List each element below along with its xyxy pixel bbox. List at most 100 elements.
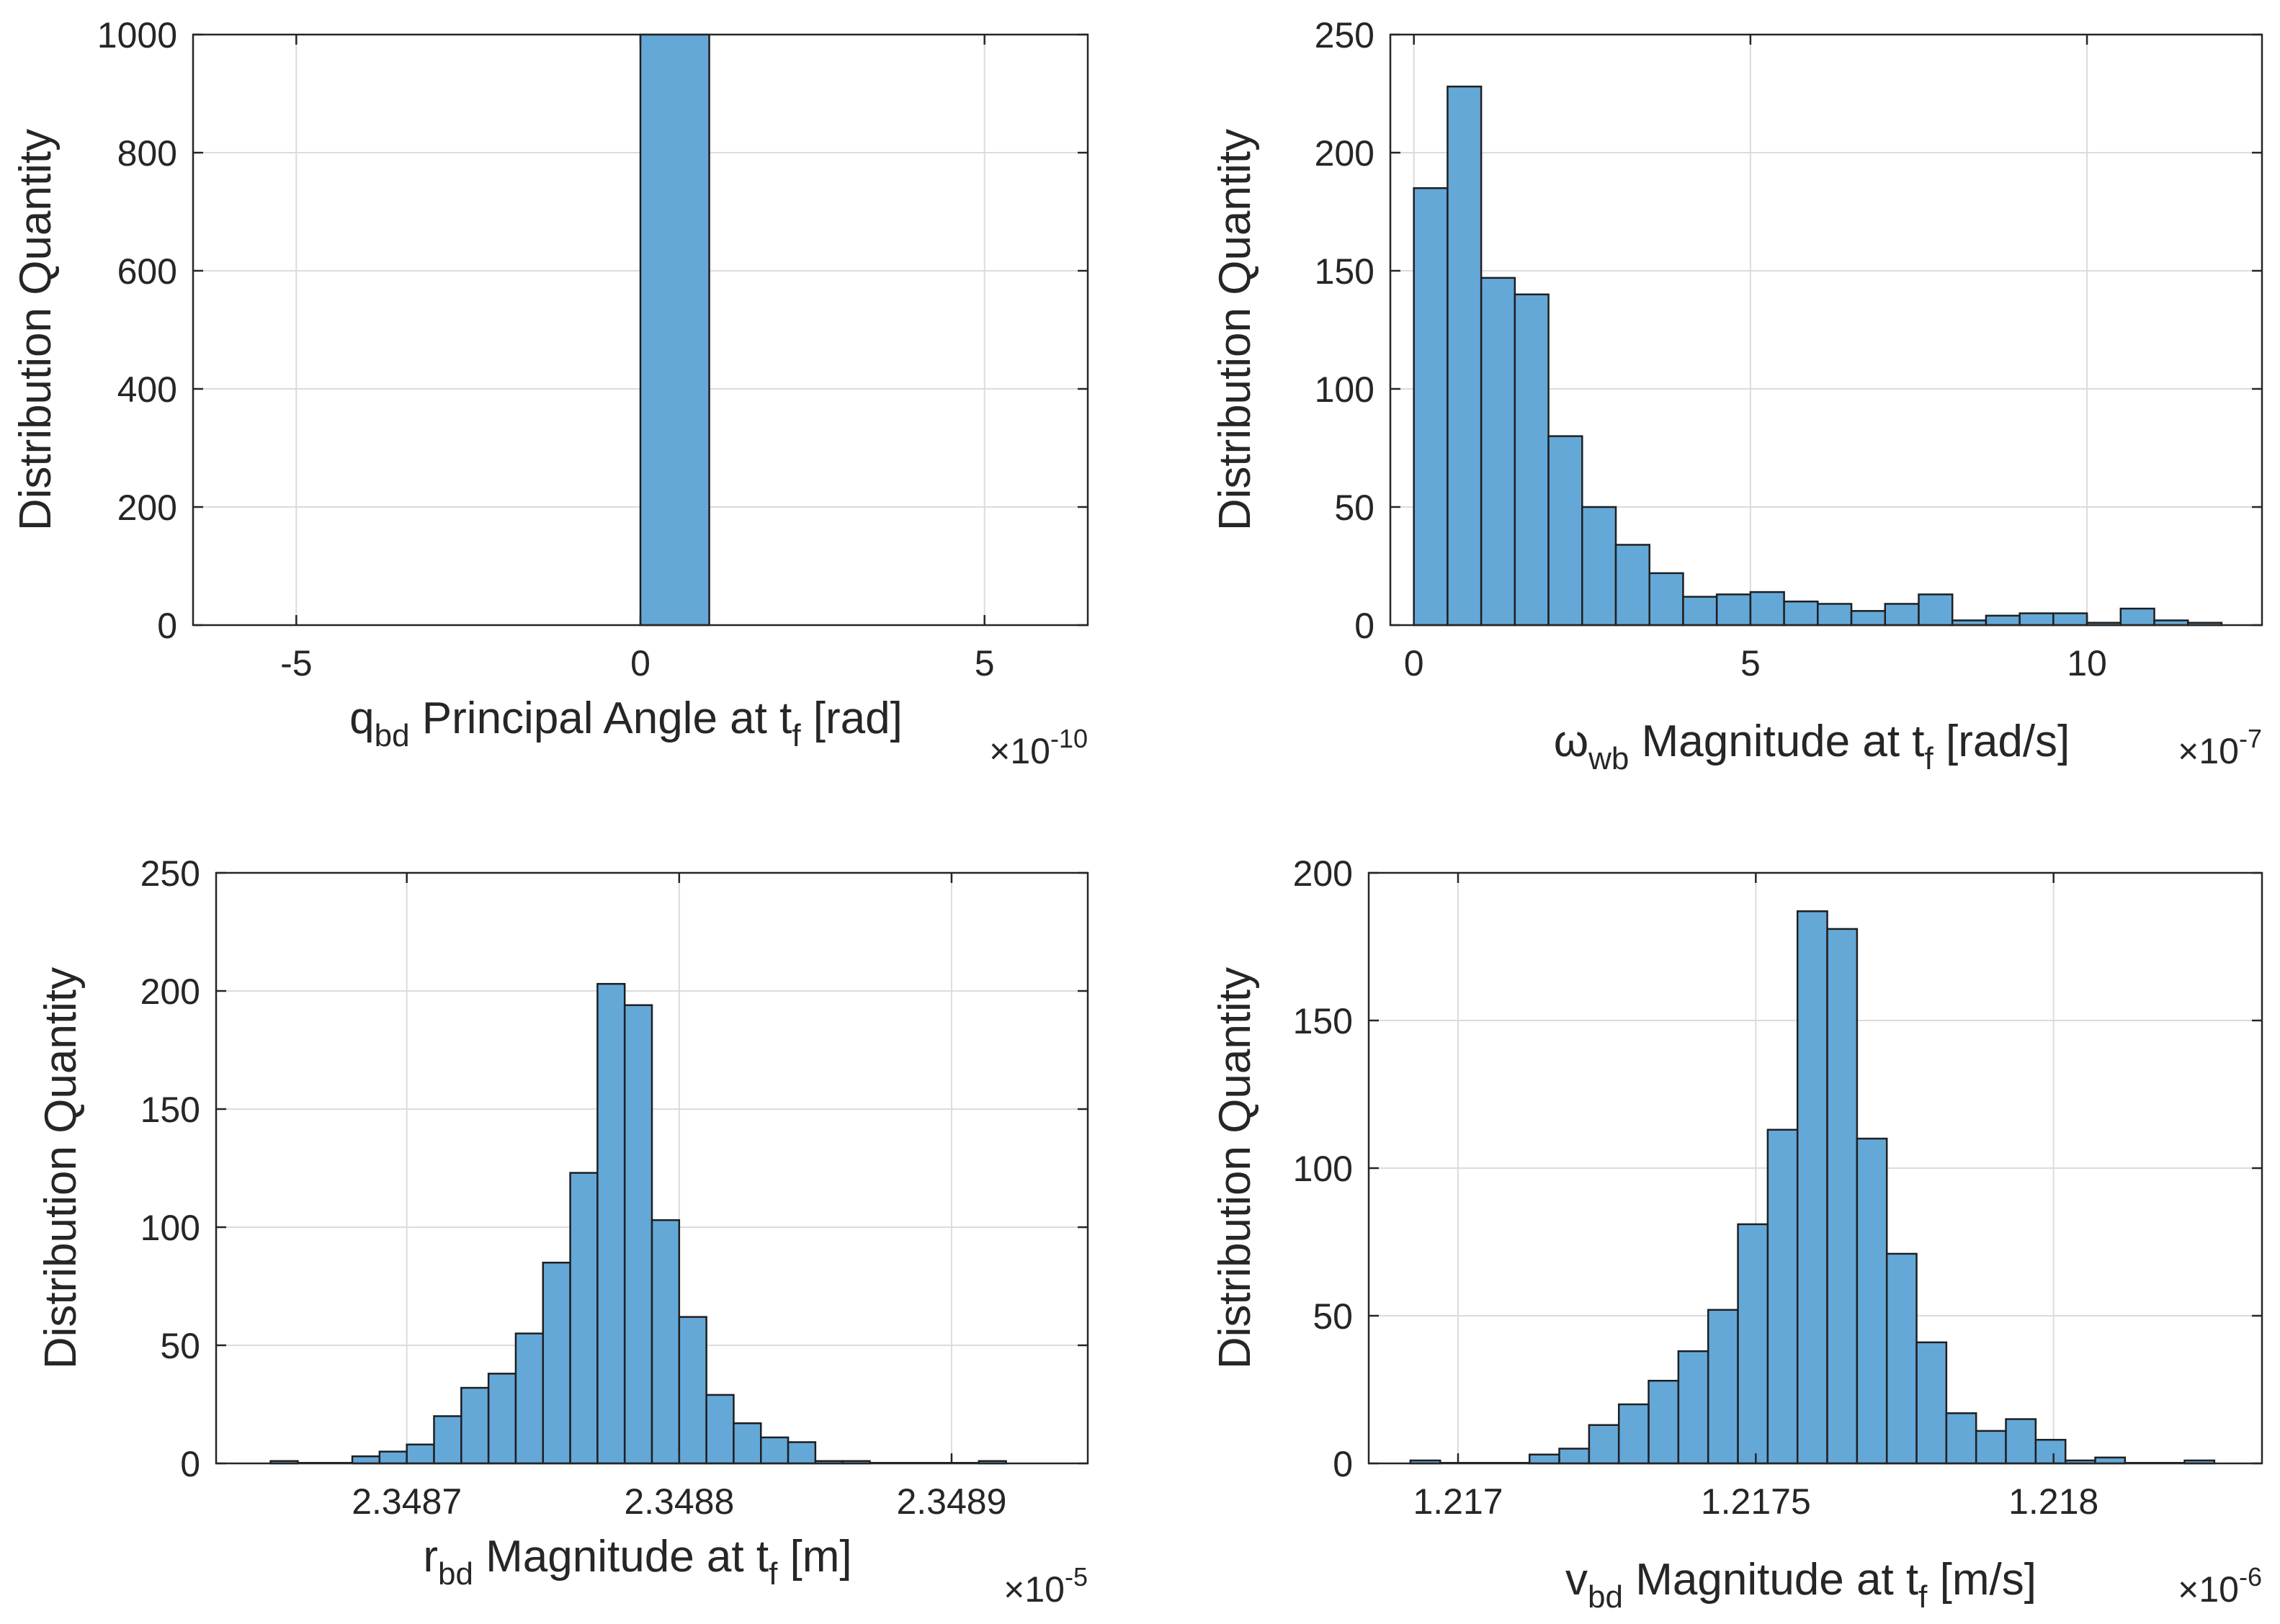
histogram-bar — [639, 33, 710, 627]
multiplier-exponent: -6 — [2239, 1562, 2262, 1592]
histogram-panel-1: -5 0 5 0 200 400 600 800 1000 Distribution Quanti… — [11, 15, 1089, 771]
y-tick-label: 100 — [140, 1208, 200, 1248]
histogram-bar — [1514, 293, 1550, 627]
x-label-text: Magnitude at t — [473, 1532, 769, 1582]
histogram-bar — [1826, 928, 1859, 1465]
histogram-bar — [1915, 1341, 1948, 1465]
x-label-symbol: r — [423, 1532, 438, 1582]
multiplier-base: ×10 — [2178, 731, 2239, 771]
y-tick-label: 150 — [1293, 1001, 1353, 1041]
x-label-unit: [m] — [777, 1532, 851, 1582]
x-tick-label: 1.218 — [2008, 1481, 2098, 1522]
histogram-bar — [1547, 435, 1583, 627]
x-tick-label: 10 — [2067, 643, 2107, 683]
histogram-bar — [433, 1415, 462, 1465]
x-label-text: Magnitude at t — [1623, 1555, 1918, 1605]
histogram-bar — [1558, 1448, 1591, 1465]
histogram-bar — [406, 1443, 435, 1465]
axis-multiplier: ×10-10 — [989, 724, 1088, 771]
histogram-bar — [1707, 1309, 1739, 1465]
histogram-bar — [733, 1422, 762, 1465]
histogram-bar — [569, 1172, 599, 1465]
y-tick-label: 100 — [1293, 1149, 1353, 1189]
histogram-bar — [1413, 187, 1449, 627]
multiplier-base: ×10 — [2178, 1569, 2239, 1610]
histogram-bar — [1796, 910, 1828, 1465]
histogram-bar — [1975, 1430, 2007, 1465]
histogram-bar — [1884, 603, 1920, 627]
histogram-bar — [1737, 1223, 1769, 1465]
histogram-bar — [760, 1436, 790, 1465]
x-label-symbol: q — [349, 694, 374, 743]
histogram-bar — [1885, 1252, 1918, 1465]
axes-box — [215, 871, 1089, 1465]
x-label-unit: [m/s] — [1927, 1555, 2037, 1605]
x-tick-label: 5 — [975, 643, 995, 683]
histogram-bar — [678, 1316, 707, 1465]
y-tick-label: 400 — [117, 369, 177, 410]
x-tick-label: 1.2175 — [1701, 1481, 1811, 1522]
x-axis-label: ωwb Magnitude at tf [rad/s] — [1554, 717, 2070, 776]
histogram-bar — [651, 1219, 681, 1465]
y-tick-label: 250 — [140, 853, 200, 894]
axes-box — [1389, 33, 2263, 627]
histogram-bar — [1985, 614, 2021, 627]
histogram-bar — [2052, 612, 2088, 627]
multiplier-exponent: -10 — [1050, 724, 1088, 753]
y-tick-label: 200 — [1315, 133, 1374, 174]
histogram-bar — [1581, 506, 1617, 627]
histogram-bar — [1682, 596, 1718, 627]
histogram-bar — [487, 1373, 517, 1465]
histogram-bar — [542, 1261, 571, 1465]
histogram-bar — [1850, 610, 1887, 627]
histogram-bar — [2034, 1438, 2067, 1465]
histogram-bar — [1528, 1453, 1560, 1465]
y-tick-label: 200 — [1293, 853, 1353, 894]
histogram-bar — [787, 1441, 817, 1465]
histogram-bar — [623, 1004, 653, 1465]
x-tick-label: 5 — [1740, 643, 1761, 683]
histogram-bar — [1715, 593, 1752, 627]
x-label-subscript: bd — [1588, 1579, 1623, 1615]
histogram-bar — [1945, 1412, 1977, 1465]
y-tick-label: 50 — [1334, 488, 1374, 528]
x-tick-label: 2.3488 — [624, 1481, 734, 1522]
histogram-bar — [351, 1455, 381, 1465]
histogram-bar — [705, 1394, 735, 1465]
x-tick-label: -5 — [280, 643, 312, 683]
y-tick-label: 250 — [1315, 15, 1374, 55]
histogram-bar — [514, 1332, 544, 1465]
histogram-bar — [1614, 544, 1650, 627]
histogram-bar — [460, 1386, 490, 1465]
histogram-bar — [1677, 1350, 1709, 1465]
y-tick-label: 0 — [180, 1444, 200, 1484]
histogram-bar — [1648, 572, 1684, 627]
y-tick-label: 600 — [117, 251, 177, 292]
x-tick-label: 2.3487 — [352, 1481, 462, 1522]
x-axis-label: qbd Principal Angle at tf [rad] — [349, 694, 903, 753]
histogram-bar — [1766, 1129, 1799, 1465]
histogram-bar — [2119, 607, 2155, 627]
x-label-unit: [rad/s] — [1933, 717, 2070, 766]
x-label-subscript: f — [769, 1556, 778, 1592]
x-label-text: Magnitude at t — [1629, 717, 1924, 766]
y-tick-label: 800 — [117, 133, 177, 174]
y-tick-label: 1000 — [97, 15, 177, 55]
x-label-subscript: f — [1925, 741, 1934, 776]
x-label-symbol: ω — [1554, 717, 1588, 766]
histogram-bar — [2005, 1418, 2037, 1465]
x-axis-label: vbd Magnitude at tf [m/s] — [1565, 1555, 2037, 1615]
histogram-panel-4: 1.217 1.2175 1.218 0 50 100 150 200 Distribution… — [1210, 853, 2263, 1615]
y-axis-label: Distribution Quantity — [36, 967, 86, 1369]
x-label-text: Principal Angle at t — [410, 694, 792, 743]
y-tick-label: 150 — [1315, 251, 1374, 292]
y-axis-label: Distribution Quantity — [1210, 129, 1260, 531]
histogram-bar — [1447, 85, 1483, 627]
x-label-subscript: wb — [1588, 741, 1629, 776]
histogram-bar — [1918, 593, 1954, 627]
axis-multiplier: ×10-6 — [2178, 1562, 2262, 1610]
y-tick-label: 200 — [140, 972, 200, 1012]
y-tick-label: 200 — [117, 488, 177, 528]
